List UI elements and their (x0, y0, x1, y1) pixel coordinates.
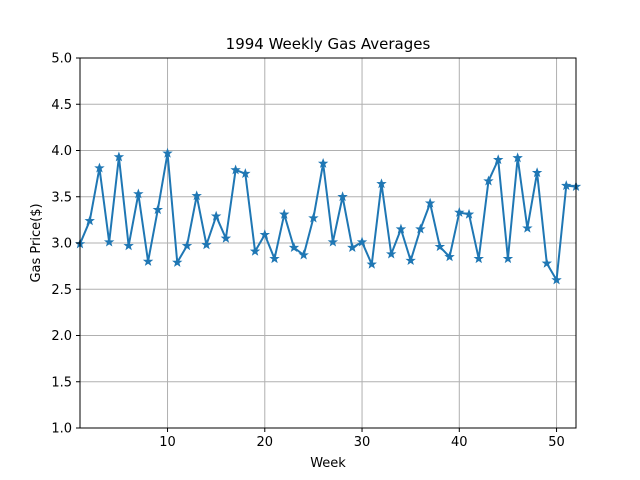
data-point-marker (240, 168, 251, 179)
data-point-marker (103, 236, 115, 247)
data-point-marker (522, 222, 533, 233)
data-point-marker (269, 253, 280, 264)
data-point-marker (210, 210, 222, 221)
data-point-marker (259, 229, 270, 240)
y-tick-label: 3.0 (51, 237, 72, 252)
y-tick-label: 2.0 (51, 329, 72, 344)
x-tick-label: 20 (257, 435, 274, 450)
data-point-marker (279, 208, 290, 219)
x-axis-label: Week (310, 456, 346, 471)
data-point-marker (512, 152, 523, 163)
data-point-marker (483, 175, 494, 186)
chart-title: 1994 Weekly Gas Averages (226, 35, 431, 53)
y-tick-label: 2.5 (51, 283, 72, 298)
data-point-marker (201, 239, 212, 250)
data-point-marker (337, 191, 348, 202)
data-point-marker (327, 236, 339, 247)
data-point-marker (191, 190, 202, 201)
data-point-marker (415, 223, 426, 234)
y-tick-label: 1.5 (51, 375, 72, 390)
y-tick-label: 5.0 (51, 52, 72, 67)
data-point-marker (454, 207, 465, 217)
data-point-marker (492, 154, 504, 165)
x-tick-label: 50 (548, 435, 565, 450)
data-point-marker (152, 204, 164, 215)
y-tick-label: 3.5 (51, 190, 72, 205)
data-point-marker (356, 236, 368, 247)
data-point-marker (424, 197, 436, 208)
series-line (79, 152, 577, 281)
data-point-marker (376, 178, 387, 189)
data-point-marker (142, 256, 154, 266)
axis-ticks: 10 20 30 40 50 1.0 1.5 2.0 2.5 3.0 3.5 4.0 4.5 5.0 (51, 52, 565, 451)
y-tick-label: 4.5 (51, 98, 72, 113)
x-tick-label: 30 (354, 435, 371, 450)
data-point-marker (561, 180, 572, 191)
series-gas-price (74, 147, 582, 285)
data-point-marker (298, 249, 309, 260)
data-point-marker (123, 240, 134, 251)
data-point-marker (220, 232, 232, 243)
data-point-marker (288, 242, 300, 253)
data-point-marker (444, 251, 455, 262)
data-point-marker (230, 164, 241, 175)
data-point-marker (249, 245, 261, 256)
data-point-marker (317, 157, 329, 168)
data-point-marker (463, 208, 475, 219)
data-point-marker (395, 223, 407, 234)
data-point-marker (84, 215, 95, 226)
data-point-marker (133, 188, 144, 199)
data-point-marker (541, 257, 553, 268)
data-point-marker (94, 162, 105, 173)
data-point-marker (386, 248, 397, 259)
data-point-marker (366, 258, 377, 269)
data-point-marker (502, 253, 514, 264)
y-axis-label: Gas Price($) (29, 203, 44, 282)
data-point-marker (473, 253, 484, 264)
y-tick-label: 4.0 (51, 144, 72, 159)
data-point-marker (172, 256, 183, 267)
data-point-marker (162, 147, 173, 158)
y-tick-label: 1.0 (51, 422, 72, 437)
data-point-marker (308, 212, 319, 223)
x-tick-label: 10 (159, 435, 176, 450)
data-point-marker (181, 240, 193, 251)
data-point-marker (551, 274, 562, 285)
data-point-marker (347, 242, 358, 253)
data-point-marker (531, 167, 543, 178)
data-point-marker (434, 241, 446, 252)
data-point-marker (405, 255, 416, 266)
data-point-marker (113, 151, 125, 162)
x-tick-label: 40 (451, 435, 468, 450)
